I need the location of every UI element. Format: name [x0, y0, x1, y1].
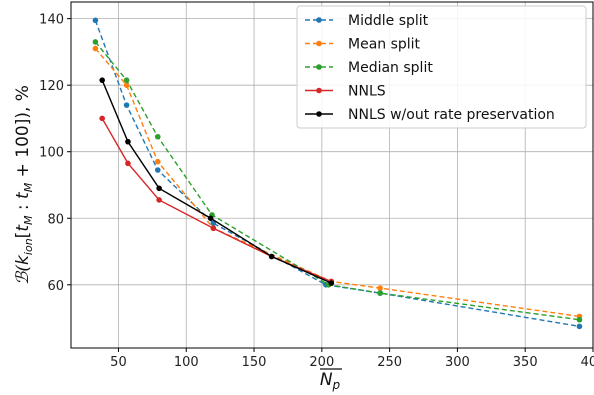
legend-item-mean-split: Mean split	[305, 37, 421, 53]
x-tick-label: 300	[445, 355, 470, 370]
legend-item-median-split: Median split	[305, 60, 433, 76]
data-point	[154, 133, 161, 140]
legend-swatch-marker	[316, 111, 322, 117]
x-tick-label: 250	[377, 355, 402, 370]
x-axis-title: Np	[320, 368, 342, 392]
x-tick-label: 100	[174, 355, 199, 370]
series-line-nnls-w-out-rate-preservation	[101, 79, 332, 284]
legend-label: Median split	[348, 60, 433, 76]
data-point	[92, 39, 99, 45]
data-point	[99, 115, 105, 122]
y-tick-label: 140	[39, 13, 64, 28]
series-line-nnls	[101, 118, 332, 283]
legend-box	[296, 5, 587, 129]
data-point	[210, 220, 217, 227]
y-axis-title: ℬ(kion[tM : tM + 100]), %	[13, 85, 35, 285]
legend-swatch-marker	[316, 40, 322, 47]
data-point	[125, 160, 131, 167]
data-point	[576, 316, 583, 323]
x-axis-title-sub: p	[332, 378, 341, 392]
series-layer	[92, 17, 583, 330]
series-nnls-w-out-rate-preservation	[99, 77, 335, 286]
x-tick-label: 50	[110, 355, 127, 370]
data-point	[99, 77, 105, 83]
legend-item-nnls: NNLS	[305, 84, 386, 100]
data-point	[156, 197, 162, 203]
series-nnls	[99, 115, 335, 285]
legend-swatch-marker	[316, 87, 322, 94]
legend-label: NNLS w/out rate preservation	[348, 107, 555, 123]
data-point	[92, 17, 99, 24]
data-point	[377, 290, 383, 296]
y-tick-label: 100	[39, 146, 64, 161]
data-point	[377, 285, 383, 291]
y-tick-label: 60	[47, 279, 64, 294]
x-tick-label: 200	[309, 355, 334, 370]
data-point	[156, 185, 162, 192]
legend-item-middle-split: Middle split	[305, 13, 429, 29]
y-tick-label: 80	[47, 212, 64, 227]
data-point	[576, 323, 583, 330]
ticks: 50 100 150 200 250 300 350 400 60 80 100 120 140	[39, 13, 594, 370]
x-tick-label: 400	[581, 355, 594, 370]
x-tick-label: 350	[513, 355, 538, 370]
legend-label: Middle split	[348, 13, 429, 29]
legend-swatch-marker	[316, 17, 322, 23]
y-tick-label: 120	[39, 79, 64, 94]
plot-frame	[70, 1, 594, 349]
data-point	[154, 158, 161, 165]
data-point	[123, 102, 130, 108]
x-tick-label: 150	[242, 355, 267, 370]
legend-swatch-marker	[316, 64, 322, 70]
data-point	[210, 225, 217, 232]
svg-text:Np: Np	[320, 370, 341, 392]
legend-label: NNLS	[348, 84, 386, 100]
legend-item-nnls-w-out-rate-preservation: NNLS w/out rate preservation	[305, 107, 555, 123]
x-axis-title-main: N	[320, 370, 333, 390]
data-point	[154, 167, 161, 173]
legend-label: Mean split	[348, 37, 421, 53]
svg-text:ℬ(kion[tM : tM + 100]), %: ℬ(kion[tM : tM + 100]), %	[13, 85, 35, 285]
data-point	[268, 253, 275, 260]
data-point	[328, 280, 335, 286]
data-point	[207, 215, 214, 222]
data-point	[123, 82, 130, 88]
data-point	[92, 45, 99, 52]
data-point	[125, 138, 131, 145]
legend: Middle split Mean split Median split NNLS NN…	[296, 5, 587, 129]
data-point	[123, 77, 130, 83]
